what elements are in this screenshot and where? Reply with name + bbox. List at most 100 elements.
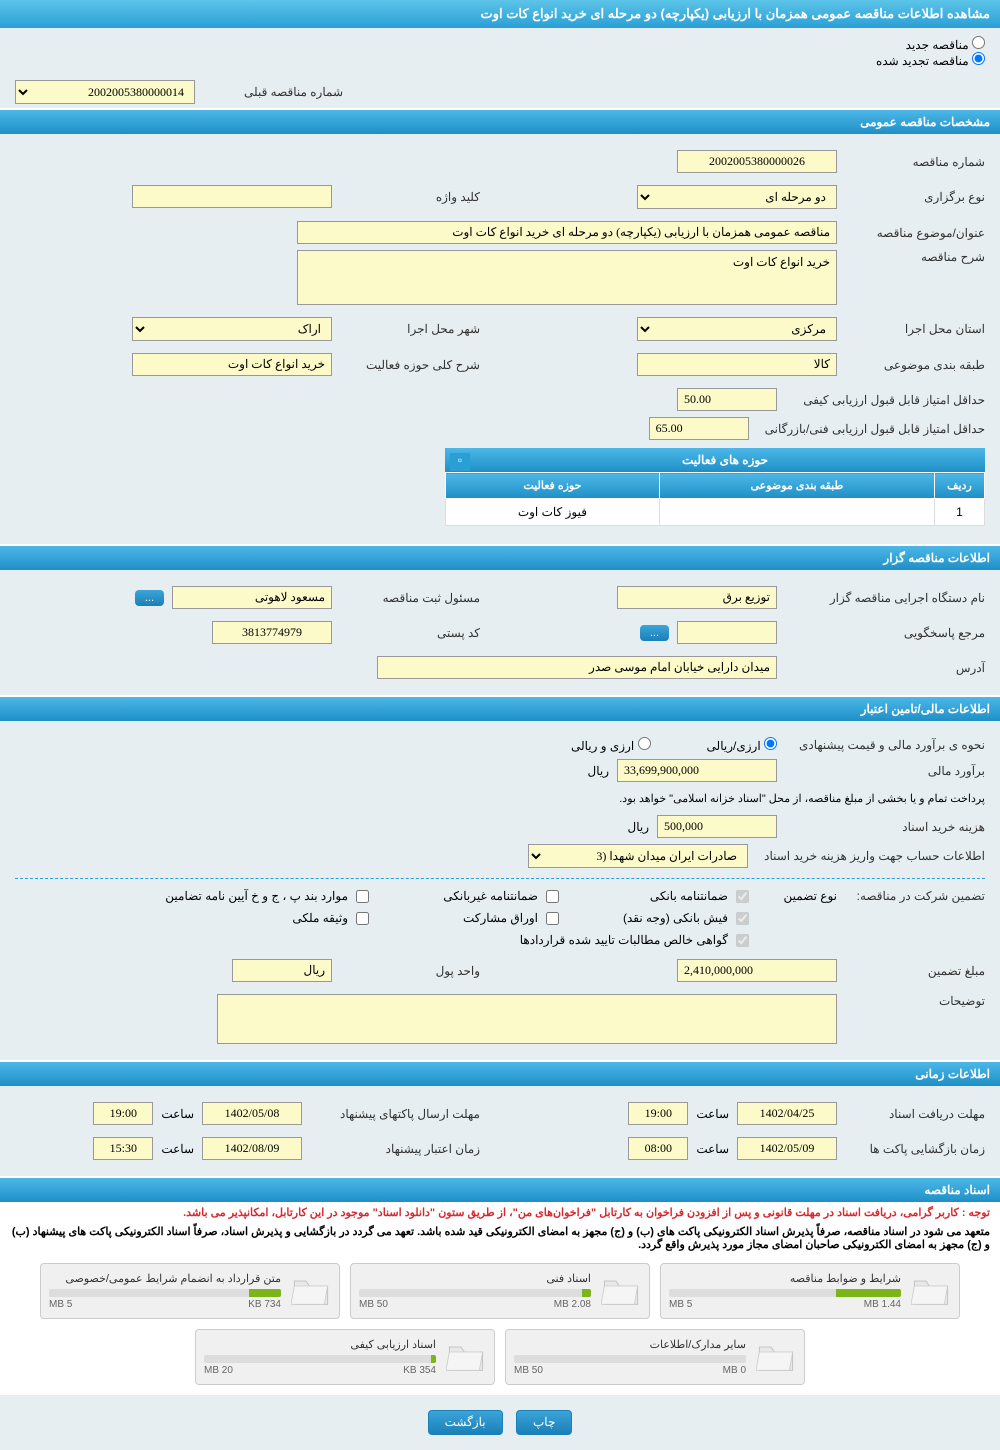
- validity-date-input[interactable]: [202, 1137, 302, 1160]
- cb-bank-guarantee[interactable]: ضمانتنامه بانکی: [589, 889, 749, 903]
- doc-cost-input[interactable]: [657, 815, 777, 838]
- province-select[interactable]: مرکزی: [637, 317, 837, 341]
- print-button[interactable]: چاپ: [516, 1410, 572, 1435]
- file-used: 354 KB: [403, 1365, 436, 1376]
- keyword-label: کلید واژه: [340, 190, 480, 204]
- contact-more-button[interactable]: ...: [640, 625, 669, 641]
- estimate-input[interactable]: [617, 759, 777, 782]
- min-quality-input[interactable]: [677, 388, 777, 411]
- file-used: 0 MB: [723, 1365, 746, 1376]
- type-label: نوع برگزاری: [845, 190, 985, 204]
- registrar-more-button[interactable]: ...: [135, 590, 164, 606]
- radio-renewed-tender[interactable]: مناقصه تجدید شده: [876, 54, 985, 68]
- cb-receivables[interactable]: گواهی خالص مطالبات تایید شده قراردادها: [469, 933, 749, 947]
- activity-table-title: ▫ حوزه های فعالیت: [445, 448, 985, 472]
- cb-bank-receipt[interactable]: فیش بانکی (وجه نقد): [589, 911, 749, 925]
- file-used: 734 KB: [248, 1299, 281, 1310]
- contact-input[interactable]: [677, 621, 777, 644]
- receive-time-input[interactable]: [628, 1102, 688, 1125]
- category-input[interactable]: [637, 353, 837, 376]
- file-title: اسناد ارزیابی کیفی: [204, 1338, 436, 1351]
- scope-input[interactable]: [132, 353, 332, 376]
- address-label: آدرس: [785, 661, 985, 675]
- file-box[interactable]: متن قرارداد به انضمام شرایط عمومی/خصوصی 7…: [40, 1263, 340, 1319]
- page-title: مشاهده اطلاعات مناقصه عمومی همزمان با ار…: [0, 0, 1000, 28]
- cb-participation[interactable]: اوراق مشارکت: [399, 911, 559, 925]
- postal-input[interactable]: [212, 621, 332, 644]
- file-total: 5 MB: [49, 1299, 72, 1310]
- file-total: 50 MB: [514, 1365, 543, 1376]
- file-box[interactable]: اسناد فنی2.08 MB50 MB: [350, 1263, 650, 1319]
- validity-time-input[interactable]: [93, 1137, 153, 1160]
- prev-tender-label: شماره مناقصه قبلی: [203, 85, 343, 99]
- currency-unit-label: واحد پول: [340, 964, 480, 978]
- file-total: 50 MB: [359, 1299, 388, 1310]
- city-select[interactable]: اراک: [132, 317, 332, 341]
- description-label: شرح مناقصه: [845, 250, 985, 264]
- progress-bar: [669, 1289, 901, 1297]
- doc-cost-label: هزینه خرید اسناد: [785, 820, 985, 834]
- file-box[interactable]: شرایط و ضوابط مناقصه1.44 MB5 MB: [660, 1263, 960, 1319]
- unit-rial-2: ریال: [627, 820, 649, 834]
- file-used: 2.08 MB: [554, 1299, 591, 1310]
- file-box[interactable]: سایر مدارک/اطلاعات 0 MB 50 MB: [505, 1329, 805, 1385]
- section-general: مشخصات مناقصه عمومی: [0, 110, 1000, 134]
- open-time-input[interactable]: [628, 1137, 688, 1160]
- th-category: طبقه بندی موضوعی: [659, 473, 934, 499]
- section-timing: اطلاعات زمانی: [0, 1062, 1000, 1086]
- account-select[interactable]: صادرات ایران میدان شهدا (3: [528, 844, 748, 868]
- receive-deadline-label: مهلت دریافت اسناد: [845, 1107, 985, 1121]
- cb-nonbank-guarantee[interactable]: ضمانتنامه غیربانکی: [399, 889, 559, 903]
- type-select[interactable]: دو مرحله ای: [637, 185, 837, 209]
- tender-number-input[interactable]: [677, 150, 837, 173]
- back-button[interactable]: بازگشت: [428, 1410, 503, 1435]
- submit-date-input[interactable]: [202, 1102, 302, 1125]
- account-label: اطلاعات حساب جهت واریز هزینه خرید اسناد: [756, 849, 985, 863]
- file-used: 1.44 MB: [864, 1299, 901, 1310]
- folder-icon: [601, 1274, 641, 1308]
- file-title: سایر مدارک/اطلاعات: [514, 1338, 746, 1351]
- keyword-input[interactable]: [132, 185, 332, 208]
- min-tech-input[interactable]: [649, 417, 749, 440]
- description-textarea[interactable]: [297, 250, 837, 305]
- file-box[interactable]: اسناد ارزیابی کیفی354 KB20 MB: [195, 1329, 495, 1385]
- radio-new-tender[interactable]: مناقصه جدید: [906, 38, 985, 52]
- subject-label: عنوان/موضوع مناقصه: [845, 226, 985, 240]
- submit-deadline-label: مهلت ارسال پاکتهای پیشنهاد: [310, 1107, 480, 1121]
- radio-currency[interactable]: ارزی/ریالی: [707, 737, 777, 753]
- min-tech-label: حداقل امتیاز قابل قبول ارزیابی فنی/بازرگ…: [757, 422, 985, 436]
- notes-textarea[interactable]: [217, 994, 837, 1044]
- prev-tender-select[interactable]: 2002005380000014: [15, 80, 195, 104]
- receive-date-input[interactable]: [737, 1102, 837, 1125]
- guarantee-amount-label: مبلغ تضمین: [845, 964, 985, 978]
- category-label: طبقه بندی موضوعی: [845, 358, 985, 372]
- file-boxes: شرایط و ضوابط مناقصه1.44 MB5 MBاسناد فنی…: [0, 1253, 1000, 1395]
- address-input[interactable]: [377, 656, 777, 679]
- file-title: متن قرارداد به انضمام شرایط عمومی/خصوصی: [49, 1272, 281, 1285]
- folder-icon: [756, 1340, 796, 1374]
- progress-bar: [204, 1355, 436, 1363]
- time-label-3: ساعت: [696, 1142, 729, 1156]
- org-input[interactable]: [617, 586, 777, 609]
- time-label-4: ساعت: [161, 1142, 194, 1156]
- section-financial: اطلاعات مالی/تامین اعتبار: [0, 697, 1000, 721]
- collapse-icon[interactable]: ▫: [450, 453, 470, 471]
- cb-regulation[interactable]: موارد بند پ ، ج و خ آیین نامه تضامین: [165, 889, 369, 903]
- guarantee-type-label: نوع تضمین: [757, 889, 837, 903]
- notice-black: متعهد می شود در اسناد مناقصه، صرفاً پذیر…: [0, 1223, 1000, 1253]
- time-label-1: ساعت: [696, 1107, 729, 1121]
- file-total: 5 MB: [669, 1299, 692, 1310]
- scope-label: شرح کلی حوزه فعالیت: [340, 358, 480, 372]
- open-label: زمان بازگشایی پاکت ها: [845, 1142, 985, 1156]
- submit-time-input[interactable]: [93, 1102, 153, 1125]
- registrar-input[interactable]: [172, 586, 332, 609]
- section-documents: اسناد مناقصه: [0, 1178, 1000, 1202]
- currency-unit-input[interactable]: [232, 959, 332, 982]
- folder-icon: [911, 1274, 951, 1308]
- open-date-input[interactable]: [737, 1137, 837, 1160]
- radio-foreign[interactable]: ارزی و ریالی: [571, 737, 651, 753]
- cb-property[interactable]: وثیقه ملکی: [209, 911, 369, 925]
- subject-input[interactable]: [297, 221, 837, 244]
- guarantee-amount-input[interactable]: [677, 959, 837, 982]
- notice-red: توجه : کاربر گرامی، دریافت اسناد در مهلت…: [0, 1202, 1000, 1223]
